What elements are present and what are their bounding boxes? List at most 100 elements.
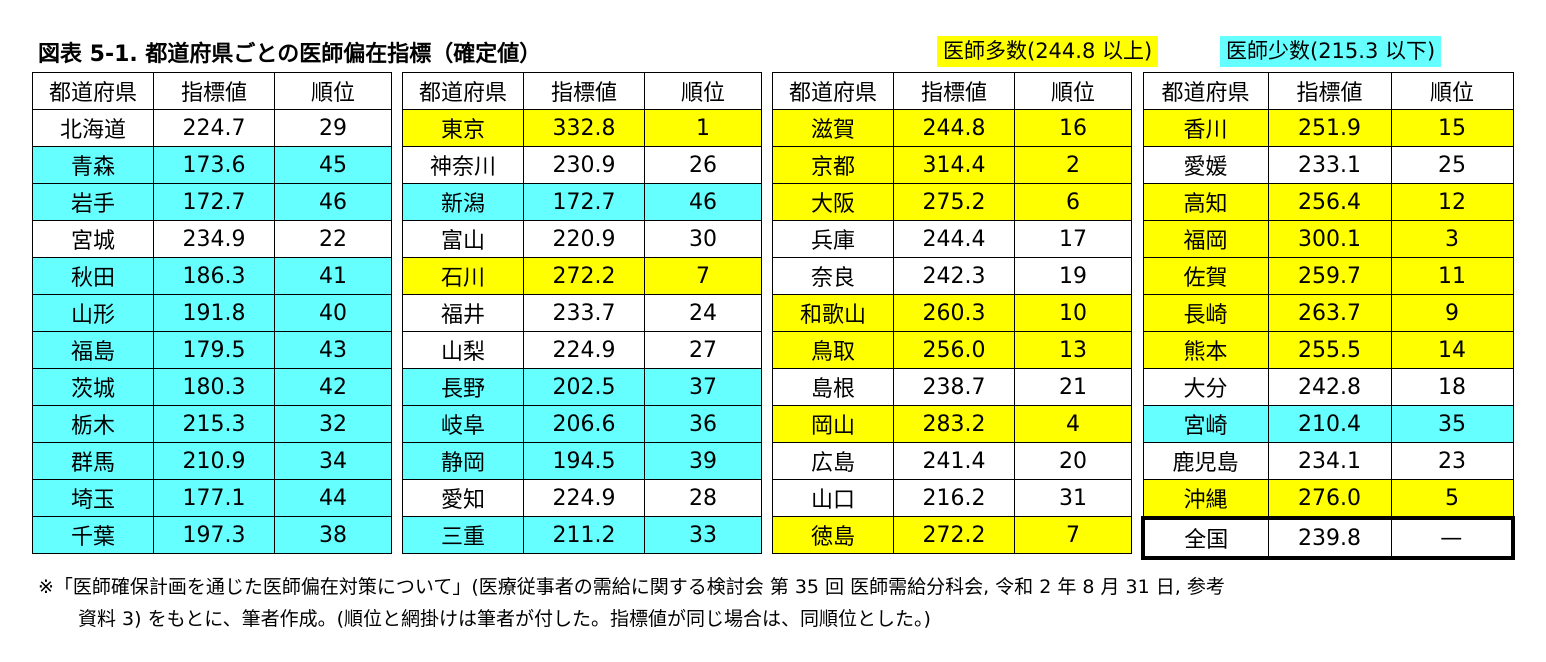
cell: 177.1 [153,479,275,517]
header-cell: 順位 [1390,72,1514,110]
cell: 45 [274,146,392,184]
cell: 19 [1014,257,1132,295]
cell: 大分 [1142,368,1269,406]
header-row: 都道府県 指標値 順位 [772,72,1132,110]
row: 沖縄 276.0 5 [1142,479,1514,519]
row: 高知 256.4 12 [1142,183,1514,221]
header-row: 都道府県 指標値 順位 [1142,72,1514,110]
cell: 愛知 [402,479,524,517]
cell: 高知 [1142,183,1269,221]
row: 東京 332.8 1 [402,109,762,147]
cell: 300.1 [1267,220,1392,258]
row: 滋賀 244.8 16 [772,109,1132,147]
cell: 272.2 [523,257,645,295]
cell: 242.8 [1267,368,1392,406]
cell: 31 [1014,479,1132,517]
row: 群馬 210.9 34 [32,442,392,480]
cell: 38 [274,516,392,554]
header-row: 都道府県 指標値 順位 [402,72,762,110]
cell: 静岡 [402,442,524,480]
cell: 10 [1014,294,1132,332]
cell: 256.0 [893,331,1015,369]
row: 秋田 186.3 41 [32,257,392,295]
row: 静岡 194.5 39 [402,442,762,480]
cell: 43 [274,331,392,369]
cell: 長崎 [1142,294,1269,332]
cell: 256.4 [1267,183,1392,221]
row: 大分 242.8 18 [1142,368,1514,406]
header-cell: 順位 [1014,72,1132,110]
header-cell: 都道府県 [772,72,894,110]
cell: 224.9 [523,331,645,369]
cell: 京都 [772,146,894,184]
cell: 鹿児島 [1142,442,1269,480]
row: 栃木 215.3 32 [32,405,392,443]
cell: 206.6 [523,405,645,443]
cell: 石川 [402,257,524,295]
cell: 172.7 [153,183,275,221]
row: 富山 220.9 30 [402,220,762,258]
cell: 6 [1014,183,1132,221]
cell: 25 [1390,146,1514,184]
cell: 238.7 [893,368,1015,406]
cell: — [1390,516,1515,560]
cell: 7 [1014,516,1132,554]
footnote: 資料 3) をもとに、筆者作成。(順位と網掛けは筆者が付した。指標値が同じ場合は… [78,608,931,630]
row: 山口 216.2 31 [772,479,1132,517]
cell: 30 [644,220,762,258]
header-cell: 都道府県 [32,72,154,110]
row: 京都 314.4 2 [772,146,1132,184]
cell: 滋賀 [772,109,894,147]
cell: 和歌山 [772,294,894,332]
table: 都道府県 指標値 順位 北海道 224.7 29 青森 173.6 45 岩手 172.7 46 宮城 2… [32,72,392,554]
cell: 26 [644,146,762,184]
cell: 岩手 [32,183,154,221]
cell: 191.8 [153,294,275,332]
row: 千葉 197.3 38 [32,516,392,554]
cell: 17 [1014,220,1132,258]
cell: 186.3 [153,257,275,295]
cell: 179.5 [153,331,275,369]
cell: 224.9 [523,479,645,517]
cell: 241.4 [893,442,1015,480]
cell: 熊本 [1142,331,1269,369]
header-cell: 指標値 [893,72,1015,110]
cell: 224.7 [153,109,275,147]
cell: 18 [1390,368,1514,406]
row: 新潟 172.7 46 [402,183,762,221]
cell: 1 [644,109,762,147]
row: 山梨 224.9 27 [402,331,762,369]
cell: 14 [1390,331,1514,369]
cell: 211.2 [523,516,645,554]
cell: 276.0 [1267,479,1392,519]
cell: 41 [274,257,392,295]
cell: 251.9 [1267,109,1392,147]
cell: 23 [1390,442,1514,480]
row: 埼玉 177.1 44 [32,479,392,517]
cell: 神奈川 [402,146,524,184]
cell: 244.4 [893,220,1015,258]
cell: 180.3 [153,368,275,406]
legend-item: 医師少数(215.3 以下) [1220,36,1442,67]
cell: 202.5 [523,368,645,406]
cell: 46 [644,183,762,221]
row: 神奈川 230.9 26 [402,146,762,184]
cell: 岡山 [772,405,894,443]
cell: 全国 [1141,516,1269,560]
row: 青森 173.6 45 [32,146,392,184]
cell: 230.9 [523,146,645,184]
cell: 36 [644,405,762,443]
cell: 194.5 [523,442,645,480]
cell: 三重 [402,516,524,554]
cell: 172.7 [523,183,645,221]
cell: 220.9 [523,220,645,258]
cell: 239.8 [1267,516,1392,560]
header-cell: 都道府県 [1142,72,1269,110]
header-cell: 順位 [644,72,762,110]
row: 鹿児島 234.1 23 [1142,442,1514,480]
header-row: 都道府県 指標値 順位 [32,72,392,110]
row: 福井 233.7 24 [402,294,762,332]
row: 宮城 234.9 22 [32,220,392,258]
cell: 東京 [402,109,524,147]
